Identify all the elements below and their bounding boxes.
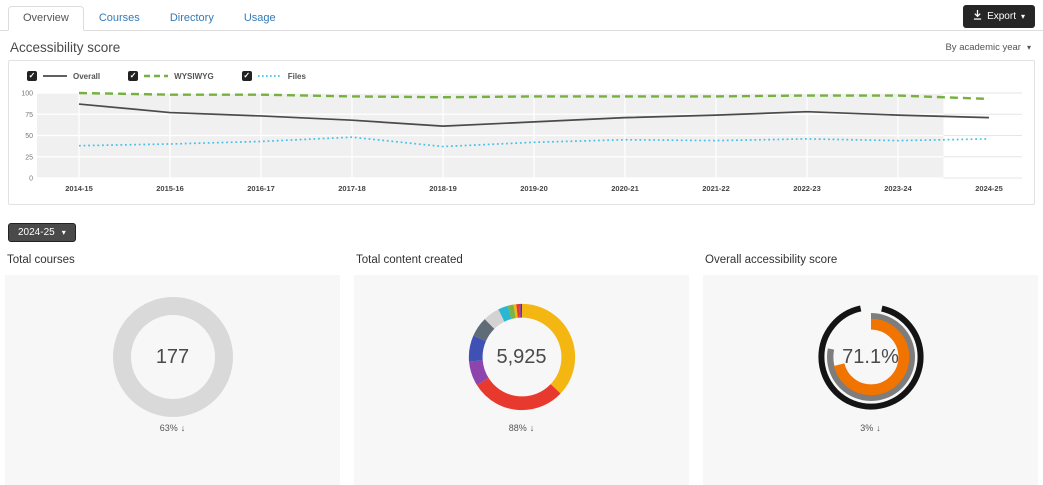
accessibility-score-line-chart: 2014-15 2015-16 2016-17 2017-18 2018-19 2019-… xyxy=(21,91,1022,193)
overall-score-card: Overall accessibility score 71.1% 3% ↓ xyxy=(703,254,1038,485)
overall-score-gauge: 71.1% xyxy=(811,297,931,417)
svg-text:75: 75 xyxy=(25,112,33,119)
download-icon xyxy=(973,10,982,23)
total-courses-title: Total courses xyxy=(7,254,75,266)
caret-down-icon: ▾ xyxy=(1020,11,1025,21)
group-by-label: By academic year xyxy=(945,42,1021,53)
accessibility-score-chart-card: ✓ Overall ✓ WYSIWYG ✓ Files 2014-15 2015-… xyxy=(8,60,1035,205)
legend-label-files: Files xyxy=(287,71,306,81)
total-courses-trend-value: 63% xyxy=(159,423,178,433)
overall-score-value: 71.1% xyxy=(842,345,899,368)
svg-text:2014-15: 2014-15 xyxy=(65,184,93,193)
svg-text:100: 100 xyxy=(21,91,33,98)
total-content-trend: 88% ↓ xyxy=(509,423,535,433)
overall-score-title: Overall accessibility score xyxy=(705,254,838,266)
content-types-donut-chart xyxy=(468,303,575,411)
checkbox-wysiwyg[interactable]: ✓ xyxy=(128,71,139,81)
legend-item-wysiwyg[interactable]: ✓ WYSIWYG xyxy=(128,71,214,81)
summary-cards: Total courses 177 63% ↓ Total content cr… xyxy=(5,254,1038,485)
tab-overview[interactable]: Overview xyxy=(8,6,84,31)
svg-text:2020-21: 2020-21 xyxy=(611,184,639,193)
checkbox-files[interactable]: ✓ xyxy=(241,71,252,81)
svg-text:2023-24: 2023-24 xyxy=(884,184,912,193)
total-content-card: Total content created 5,925 88% ↓ xyxy=(354,254,689,485)
total-courses-value: 177 xyxy=(155,345,190,368)
page-title: Accessibility score xyxy=(10,40,121,55)
svg-text:50: 50 xyxy=(25,133,33,140)
total-content-value: 5,925 xyxy=(496,345,547,368)
total-courses-card: Total courses 177 63% ↓ xyxy=(5,254,340,485)
tab-overview-label: Overview xyxy=(23,12,69,24)
year-dropdown[interactable]: 2024-25 ▾ xyxy=(8,223,76,242)
tab-usage-label: Usage xyxy=(243,12,276,24)
tab-bar: Overview Courses Directory Usage xyxy=(0,0,1043,31)
tab-courses[interactable]: Courses xyxy=(84,6,155,31)
total-content-title: Total content created xyxy=(356,254,463,266)
total-content-trend-value: 88% xyxy=(508,423,527,433)
overall-line-sample-icon xyxy=(43,75,67,77)
heading-row: Accessibility score By academic year ▾ xyxy=(0,40,1043,55)
overall-score-trend: 3% ↓ xyxy=(860,423,881,433)
total-courses-card-body: 177 63% ↓ xyxy=(5,275,340,485)
wysiwyg-line-sample-icon xyxy=(144,74,169,78)
svg-text:2022-23: 2022-23 xyxy=(793,184,821,193)
arrow-down-icon: ↓ xyxy=(876,423,881,433)
checkbox-overall[interactable]: ✓ xyxy=(27,71,37,81)
svg-text:2016-17: 2016-17 xyxy=(247,184,275,193)
svg-text:2021-22: 2021-22 xyxy=(702,184,730,193)
caret-down-icon: ▾ xyxy=(61,227,66,237)
group-by-dropdown[interactable]: By academic year ▾ xyxy=(945,42,1031,53)
svg-text:2015-16: 2015-16 xyxy=(156,184,184,193)
tab-directory[interactable]: Directory xyxy=(155,6,229,31)
legend-item-overall[interactable]: ✓ Overall xyxy=(27,71,100,81)
svg-text:2019-20: 2019-20 xyxy=(520,184,548,193)
arrow-down-icon: ↓ xyxy=(180,423,186,433)
legend-label-overall: Overall xyxy=(73,71,101,81)
overall-score-gauge-chart xyxy=(817,304,924,410)
legend-label-wysiwyg: WYSIWYG xyxy=(174,71,214,81)
svg-text:2024-25: 2024-25 xyxy=(975,184,1003,193)
files-line-sample-icon xyxy=(257,75,282,77)
export-button-label: Export xyxy=(987,11,1016,22)
svg-text:2018-19: 2018-19 xyxy=(429,184,457,193)
legend-item-files[interactable]: ✓ Files xyxy=(241,71,306,81)
overall-score-trend-value: 3% xyxy=(860,423,874,433)
total-courses-trend: 63% ↓ xyxy=(160,423,186,433)
export-button[interactable]: Export ▾ xyxy=(963,5,1035,28)
svg-text:2017-18: 2017-18 xyxy=(338,184,366,193)
total-content-card-body: 5,925 88% ↓ xyxy=(354,275,689,485)
arrow-down-icon: ↓ xyxy=(529,423,535,433)
svg-text:25: 25 xyxy=(25,154,33,161)
tab-usage[interactable]: Usage xyxy=(229,6,291,31)
caret-down-icon: ▾ xyxy=(1026,42,1031,52)
year-dropdown-label: 2024-25 xyxy=(18,227,55,238)
chart-legend: ✓ Overall ✓ WYSIWYG ✓ Files xyxy=(27,71,1026,81)
overall-score-card-body: 71.1% 3% ↓ xyxy=(703,275,1038,485)
total-content-donut: 5,925 xyxy=(462,297,582,417)
total-courses-donut: 177 xyxy=(112,297,233,417)
svg-text:0: 0 xyxy=(29,176,33,183)
tab-directory-label: Directory xyxy=(169,12,214,24)
tab-courses-label: Courses xyxy=(98,12,140,24)
